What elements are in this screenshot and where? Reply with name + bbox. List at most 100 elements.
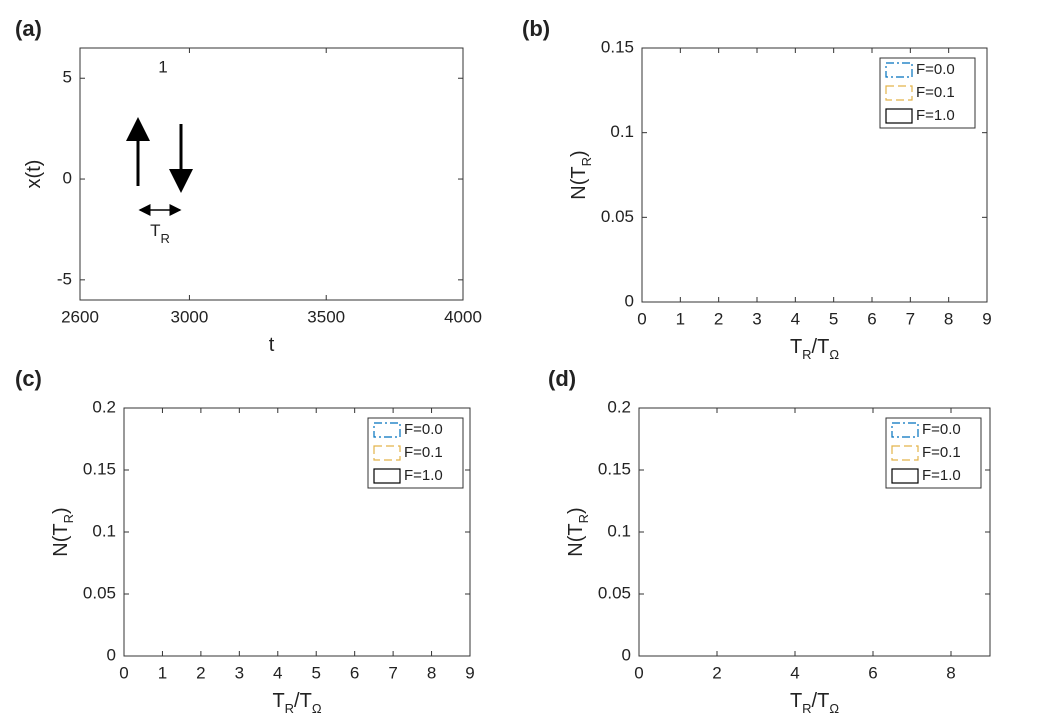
x-tick-label: 3: [752, 309, 761, 328]
y-tick-label: 0.05: [598, 583, 631, 602]
y-tick-label: 5: [63, 68, 72, 87]
y-tick-label: 0.15: [83, 459, 116, 478]
y-tick-label: 0.1: [92, 521, 116, 540]
panel-label: (d): [548, 366, 576, 391]
x-axis-label-part: /T: [812, 336, 830, 358]
y-axis-label: x(t): [23, 160, 45, 189]
legend-label: F=0.1: [922, 444, 961, 461]
x-tick-label: 8: [427, 663, 436, 682]
y-tick-label: 0.2: [607, 397, 631, 416]
y-tick-label: 0.1: [610, 122, 634, 141]
legend-swatch: [373, 468, 401, 484]
y-axis-label: N(TR): [565, 507, 591, 556]
legend-label: F=0.1: [916, 84, 955, 101]
x-axis-label-part: T: [790, 336, 802, 358]
x-axis-label-sub: Ω: [312, 701, 322, 716]
x-axis-label: TR/TΩ: [790, 690, 839, 716]
x-axis-label: TR/TΩ: [790, 336, 839, 362]
x-tick-label: 3000: [171, 307, 209, 326]
x-tick-label: 8: [946, 663, 955, 682]
x-axis-label-part: /T: [812, 690, 830, 712]
legend-swatch: [373, 422, 401, 438]
y-axis-label-part: x(t): [23, 160, 45, 189]
legend-label: F=1.0: [916, 107, 955, 124]
interval-label: TR: [150, 221, 170, 245]
y-tick-label: 0: [622, 645, 631, 664]
y-axis-label-part: N(T: [568, 166, 590, 199]
y-tick-label: 0.1: [607, 521, 631, 540]
x-tick-label: 6: [867, 309, 876, 328]
legend-label: F=0.0: [404, 421, 443, 438]
y-tick-label: 0.05: [601, 207, 634, 226]
x-tick-label: 2: [714, 309, 723, 328]
y-tick-label: 0.15: [601, 37, 634, 56]
x-tick-label: 0: [119, 663, 128, 682]
x-axis-label-sub: R: [285, 701, 294, 716]
y-tick-label: -5: [57, 269, 72, 288]
y-axis-label: N(TR): [568, 150, 594, 199]
y-tick-label: 0.15: [598, 459, 631, 478]
legend-box: [885, 417, 982, 489]
x-axis-label: t: [269, 334, 275, 356]
legend-swatch: [891, 445, 919, 461]
x-tick-label: 0: [637, 309, 646, 328]
x-tick-label: 7: [388, 663, 397, 682]
x-axis-label-sub: R: [802, 347, 811, 362]
x-tick-label: 3: [235, 663, 244, 682]
x-tick-label: 0: [634, 663, 643, 682]
x-tick-label: 9: [982, 309, 991, 328]
y-axis-label-part: N(T: [50, 523, 72, 556]
axes-frame: [79, 47, 464, 301]
legend-swatch: [891, 468, 919, 484]
x-tick-label: 4: [273, 663, 282, 682]
x-axis-label-sub: R: [802, 701, 811, 716]
legend-box: [367, 417, 464, 489]
y-axis-label-sub: R: [579, 157, 594, 166]
x-tick-label: 1: [676, 309, 685, 328]
legend-swatch: [885, 108, 913, 124]
x-tick-label: 7: [906, 309, 915, 328]
y-tick-label: 0: [107, 645, 116, 664]
x-tick-label: 2: [196, 663, 205, 682]
interval-label-part: T: [150, 221, 160, 240]
panel-label: (c): [15, 366, 42, 391]
y-axis-label-sub: R: [61, 514, 76, 523]
plot-background: [80, 48, 463, 300]
x-tick-label: 4: [790, 663, 799, 682]
x-axis-label-part: t: [269, 334, 275, 356]
legend-swatch: [891, 422, 919, 438]
axes-frame: [123, 407, 471, 657]
legend-label: F=0.1: [404, 444, 443, 461]
x-tick-label: 6: [868, 663, 877, 682]
y-axis-label-part: ): [568, 150, 590, 157]
y-axis-label-part: ): [50, 507, 72, 514]
x-axis-label-part: /T: [294, 690, 312, 712]
x-axis-label-sub: Ω: [829, 347, 839, 362]
axes-frame: [641, 47, 988, 303]
x-tick-label: 4: [791, 309, 800, 328]
legend-label: F=0.0: [922, 421, 961, 438]
x-tick-label: 6: [350, 663, 359, 682]
x-axis-label: TR/TΩ: [272, 690, 321, 716]
x-tick-label: 3500: [307, 307, 345, 326]
y-tick-label: 0.05: [83, 583, 116, 602]
panel-label: (a): [15, 16, 42, 41]
x-tick-label: 5: [829, 309, 838, 328]
axes-frame: [638, 407, 991, 657]
y-axis-label-part: N(T: [565, 523, 587, 556]
x-axis-label-sub: Ω: [829, 701, 839, 716]
legend-swatch: [885, 62, 913, 78]
x-tick-label: 5: [311, 663, 320, 682]
y-axis-label-part: ): [565, 507, 587, 514]
legend-label: F=1.0: [404, 467, 443, 484]
x-tick-label: 2600: [61, 307, 99, 326]
x-axis-label-part: T: [790, 690, 802, 712]
legend-box: [879, 57, 976, 129]
x-tick-label: 9: [465, 663, 474, 682]
annotation: 1: [158, 57, 167, 76]
legend-label: F=0.0: [916, 61, 955, 78]
y-axis-label-sub: R: [576, 514, 591, 523]
legend-swatch: [885, 85, 913, 101]
y-tick-label: 0: [63, 169, 72, 188]
